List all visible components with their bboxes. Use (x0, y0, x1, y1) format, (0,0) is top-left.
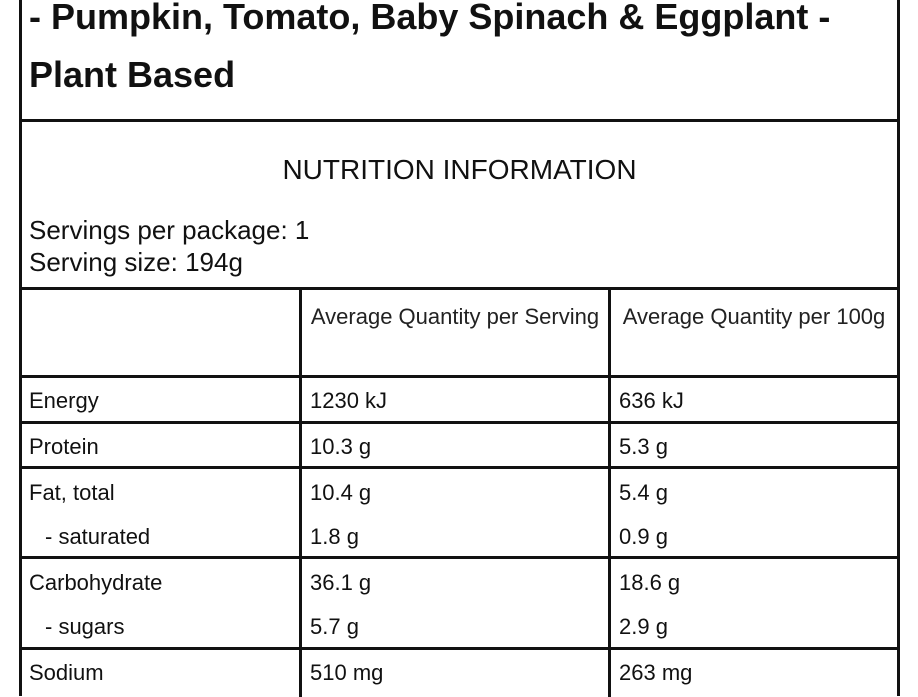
nutrient-name: Protein (29, 434, 99, 459)
per-100g-value: 0.9 g (619, 524, 668, 549)
nutrient-name: Sodium (29, 660, 104, 685)
nutrient-name: - sugars (45, 614, 125, 639)
table-rule (22, 421, 897, 424)
product-title-block: - Pumpkin, Tomato, Baby Spinach & Eggpla… (22, 0, 897, 122)
per-100g-value: 2.9 g (619, 614, 668, 639)
per-serving-value: 10.3 g (310, 434, 372, 459)
per-serving-value: 1.8 g (310, 524, 359, 549)
per-100g-value: 5.4 g (619, 480, 668, 505)
nutrition-heading: NUTRITION INFORMATION (282, 154, 637, 185)
per-100g-value: 636 kJ (619, 388, 684, 413)
per-serving-value: 10.4 g (310, 480, 372, 505)
per-serving-value: 5.7 g (310, 614, 359, 639)
product-title-line-1: - Pumpkin, Tomato, Baby Spinach & Eggpla… (29, 0, 831, 37)
per-100g-value: 263 mg (619, 660, 693, 685)
nutrient-name: - saturated (45, 524, 151, 549)
nutrient-name: Energy (29, 388, 99, 413)
column-divider (299, 287, 302, 697)
per-serving-value: 1230 kJ (310, 388, 388, 413)
nutrient-name: Carbohydrate (29, 570, 163, 595)
serving-size: Serving size: 194g (29, 247, 243, 277)
per-serving-value: 36.1 g (310, 570, 372, 595)
column-divider (608, 287, 611, 697)
servings-per-package: Servings per package: 1 (29, 215, 310, 245)
product-title-line-2: Plant Based (29, 54, 236, 95)
per-100g-value: 5.3 g (619, 434, 668, 459)
header-per-100g: Average Quantity per 100g (622, 304, 886, 329)
table-rule (22, 375, 897, 378)
header-per-serving: Average Quantity per Serving (310, 304, 600, 329)
nutrient-name: Fat, total (29, 480, 115, 505)
table-top-rule (22, 287, 897, 290)
per-serving-value: 510 mg (310, 660, 384, 685)
table-rule (22, 647, 897, 650)
table-rule (22, 556, 897, 559)
table-rule (22, 466, 897, 469)
nutrition-panel: - Pumpkin, Tomato, Baby Spinach & Eggpla… (19, 0, 900, 697)
per-100g-value: 18.6 g (619, 570, 681, 595)
